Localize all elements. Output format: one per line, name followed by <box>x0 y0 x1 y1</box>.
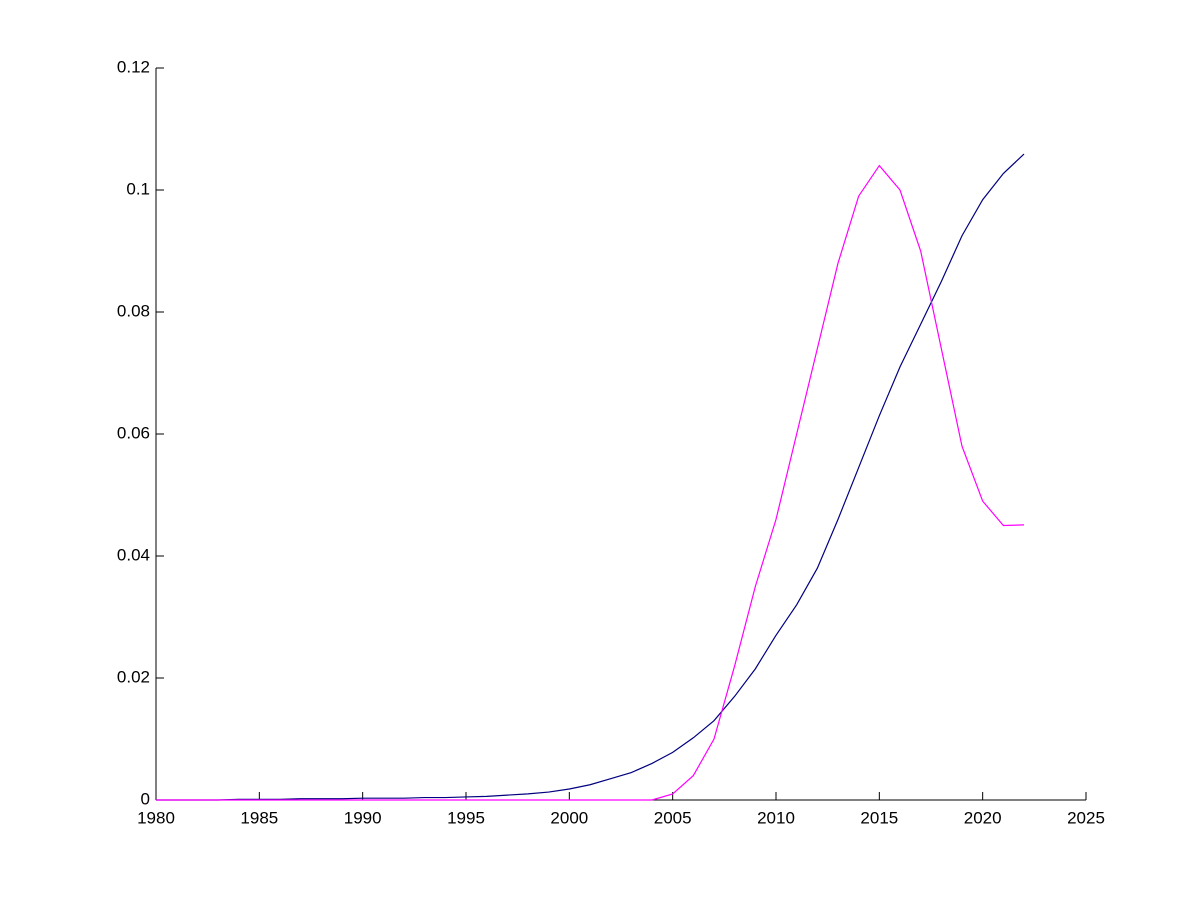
x-tick-label: 2015 <box>860 808 898 827</box>
x-tick-label: 1980 <box>137 808 175 827</box>
y-tick-label: 0.04 <box>117 545 150 564</box>
line-series <box>156 153 1025 801</box>
y-tick-label: 0.12 <box>117 57 150 76</box>
x-tick-label: 2000 <box>550 808 588 827</box>
x-tick-label: 2020 <box>964 808 1002 827</box>
x-tick-label: 2025 <box>1067 808 1105 827</box>
x-tick-label: 1990 <box>344 808 382 827</box>
x-tick-label: 1995 <box>447 808 485 827</box>
line-series <box>156 164 1025 801</box>
y-tick-label: 0.1 <box>126 179 150 198</box>
y-tick-label: 0.08 <box>117 301 150 320</box>
y-tick-label: 0.06 <box>117 423 150 442</box>
x-tick-label: 2010 <box>757 808 795 827</box>
x-tick-label: 1985 <box>240 808 278 827</box>
y-tick-label: 0.02 <box>117 667 150 686</box>
x-tick-label: 2005 <box>654 808 692 827</box>
y-tick-label: 0 <box>141 789 150 808</box>
